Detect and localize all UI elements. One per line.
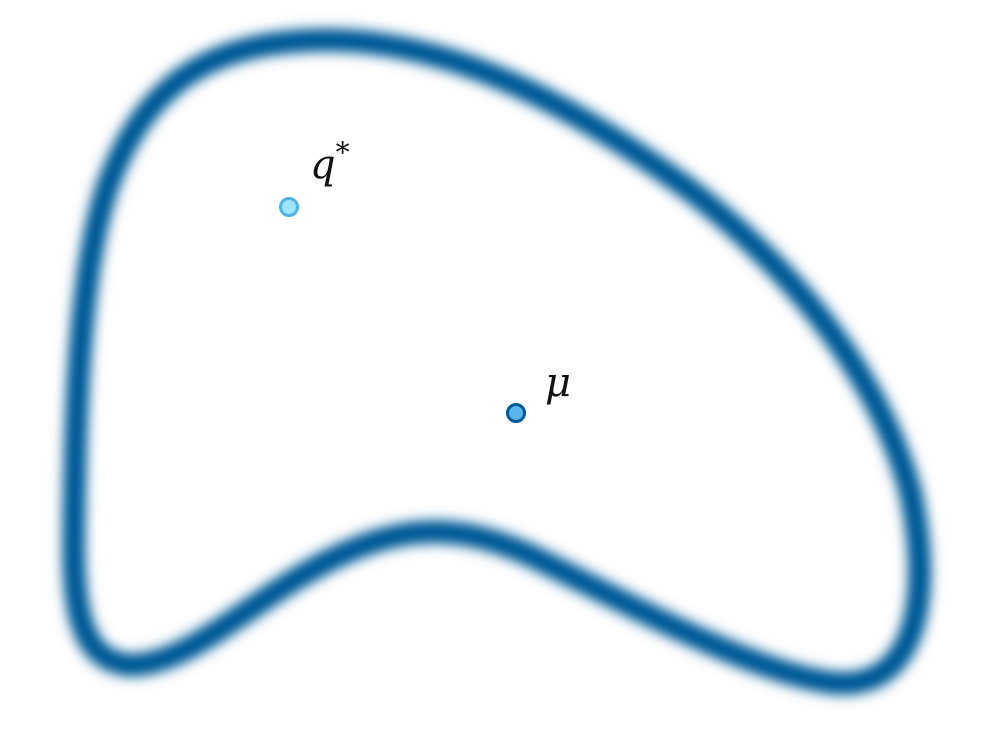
region-boundary-glow — [56, 22, 937, 701]
q-star-point — [279, 197, 299, 217]
region-boundary — [63, 29, 930, 694]
mu-point — [506, 403, 526, 423]
q-star-label: q* — [310, 136, 350, 188]
mu-label: μ — [545, 360, 571, 406]
